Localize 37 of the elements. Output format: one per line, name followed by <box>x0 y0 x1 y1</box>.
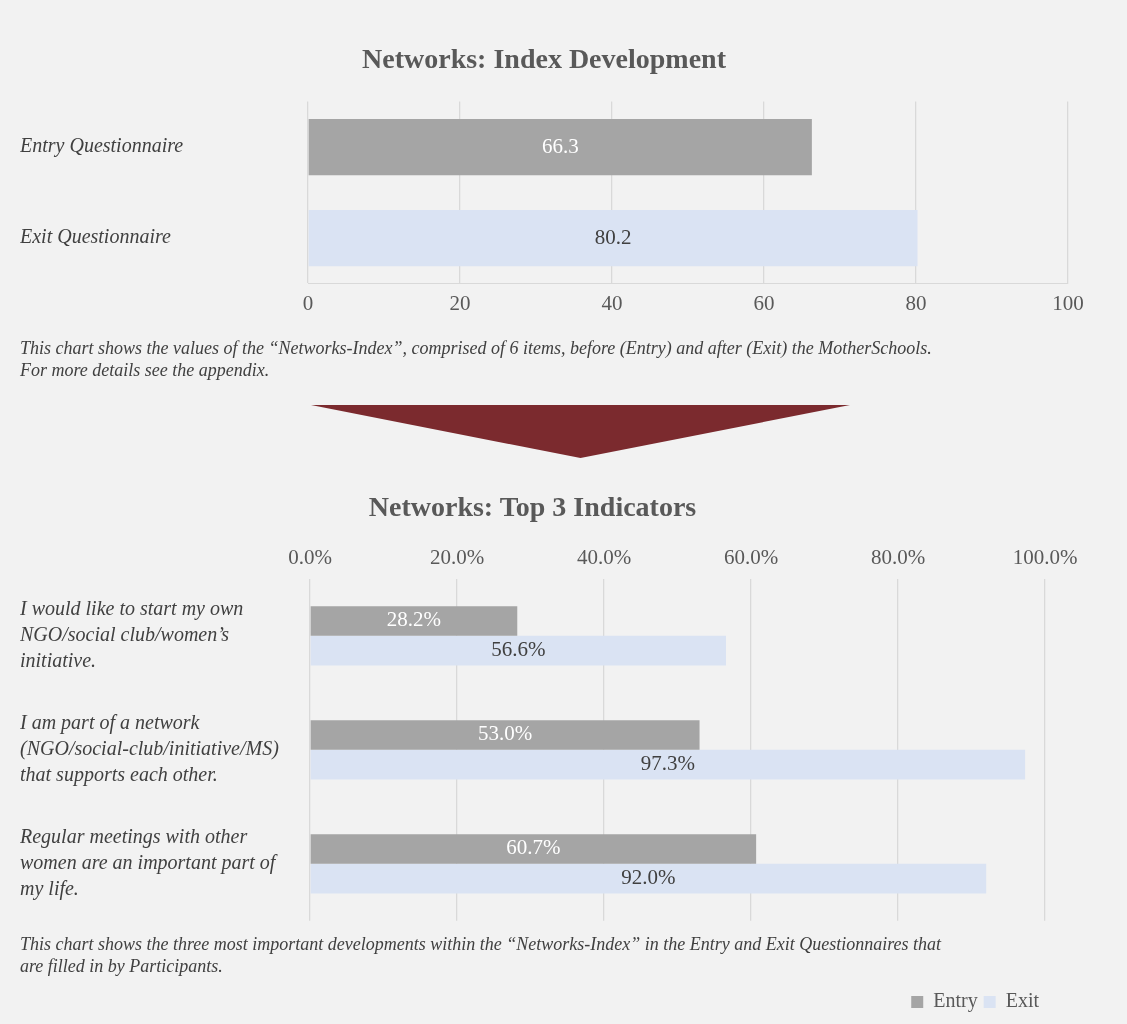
y-tick-label: I am part of a network (NGO/social-club/initiative/MS) that supports each other. <box>19 711 280 787</box>
data-label: 28.2% <box>386 607 442 632</box>
text: This chart shows the three most important developments within the “Networks-Index” in the Entry and Exit Questionnaires that are filled in by Participants. <box>20 934 943 976</box>
y-tick-label: Entry Questionnaire <box>19 134 184 158</box>
x-tick-label: 20 <box>449 290 471 315</box>
bar <box>310 720 700 750</box>
x-tick-label: 40 <box>601 290 623 315</box>
data-label: 80.2 <box>594 224 632 249</box>
x-tick-label: 80 <box>905 290 927 315</box>
x2-tick-label: 0.0% <box>288 544 332 569</box>
data-label: 53.0% <box>477 721 533 746</box>
bar <box>310 606 518 636</box>
data-label: 97.3% <box>640 751 696 776</box>
x2-tick-label: 100.0% <box>1012 544 1078 569</box>
x2-tick-label: 80.0% <box>870 544 926 569</box>
x-tick-label: 60 <box>753 290 775 315</box>
bar <box>310 635 727 666</box>
bar <box>310 863 987 894</box>
legend-label: Entry <box>933 989 978 1013</box>
bar <box>310 749 1026 780</box>
x2-tick-label: 40.0% <box>576 544 632 569</box>
x2-tick-label: 20.0% <box>429 544 485 569</box>
data-label: 66.3 <box>541 133 579 158</box>
x-tick-label: 0 <box>302 290 314 315</box>
y-tick-label: Exit Questionnaire <box>19 225 172 248</box>
data-label: 92.0% <box>621 865 676 890</box>
y-tick-label: Regular meetings with other women are an important part of my life. <box>19 825 278 901</box>
chart-title: Networks: Index Development <box>362 43 727 75</box>
data-label: 60.7% <box>506 835 561 860</box>
bar <box>310 834 757 864</box>
chart-title: Networks: Top 3 Indicators <box>368 491 697 523</box>
x-tick-label: 100 <box>1052 290 1084 315</box>
x2-tick-label: 60.0% <box>723 544 779 569</box>
data-label: 56.6% <box>491 637 546 662</box>
legend-label: Exit <box>1005 989 1040 1012</box>
y-tick-label: I would like to start my own NGO/social club/women’s initiative. <box>19 597 244 672</box>
text: This chart shows the values of the “Networks-Index”, comprised of 6 items, before (Entry) and after (Exit) the MotherSchools. For more details see the appendix. <box>19 338 932 380</box>
